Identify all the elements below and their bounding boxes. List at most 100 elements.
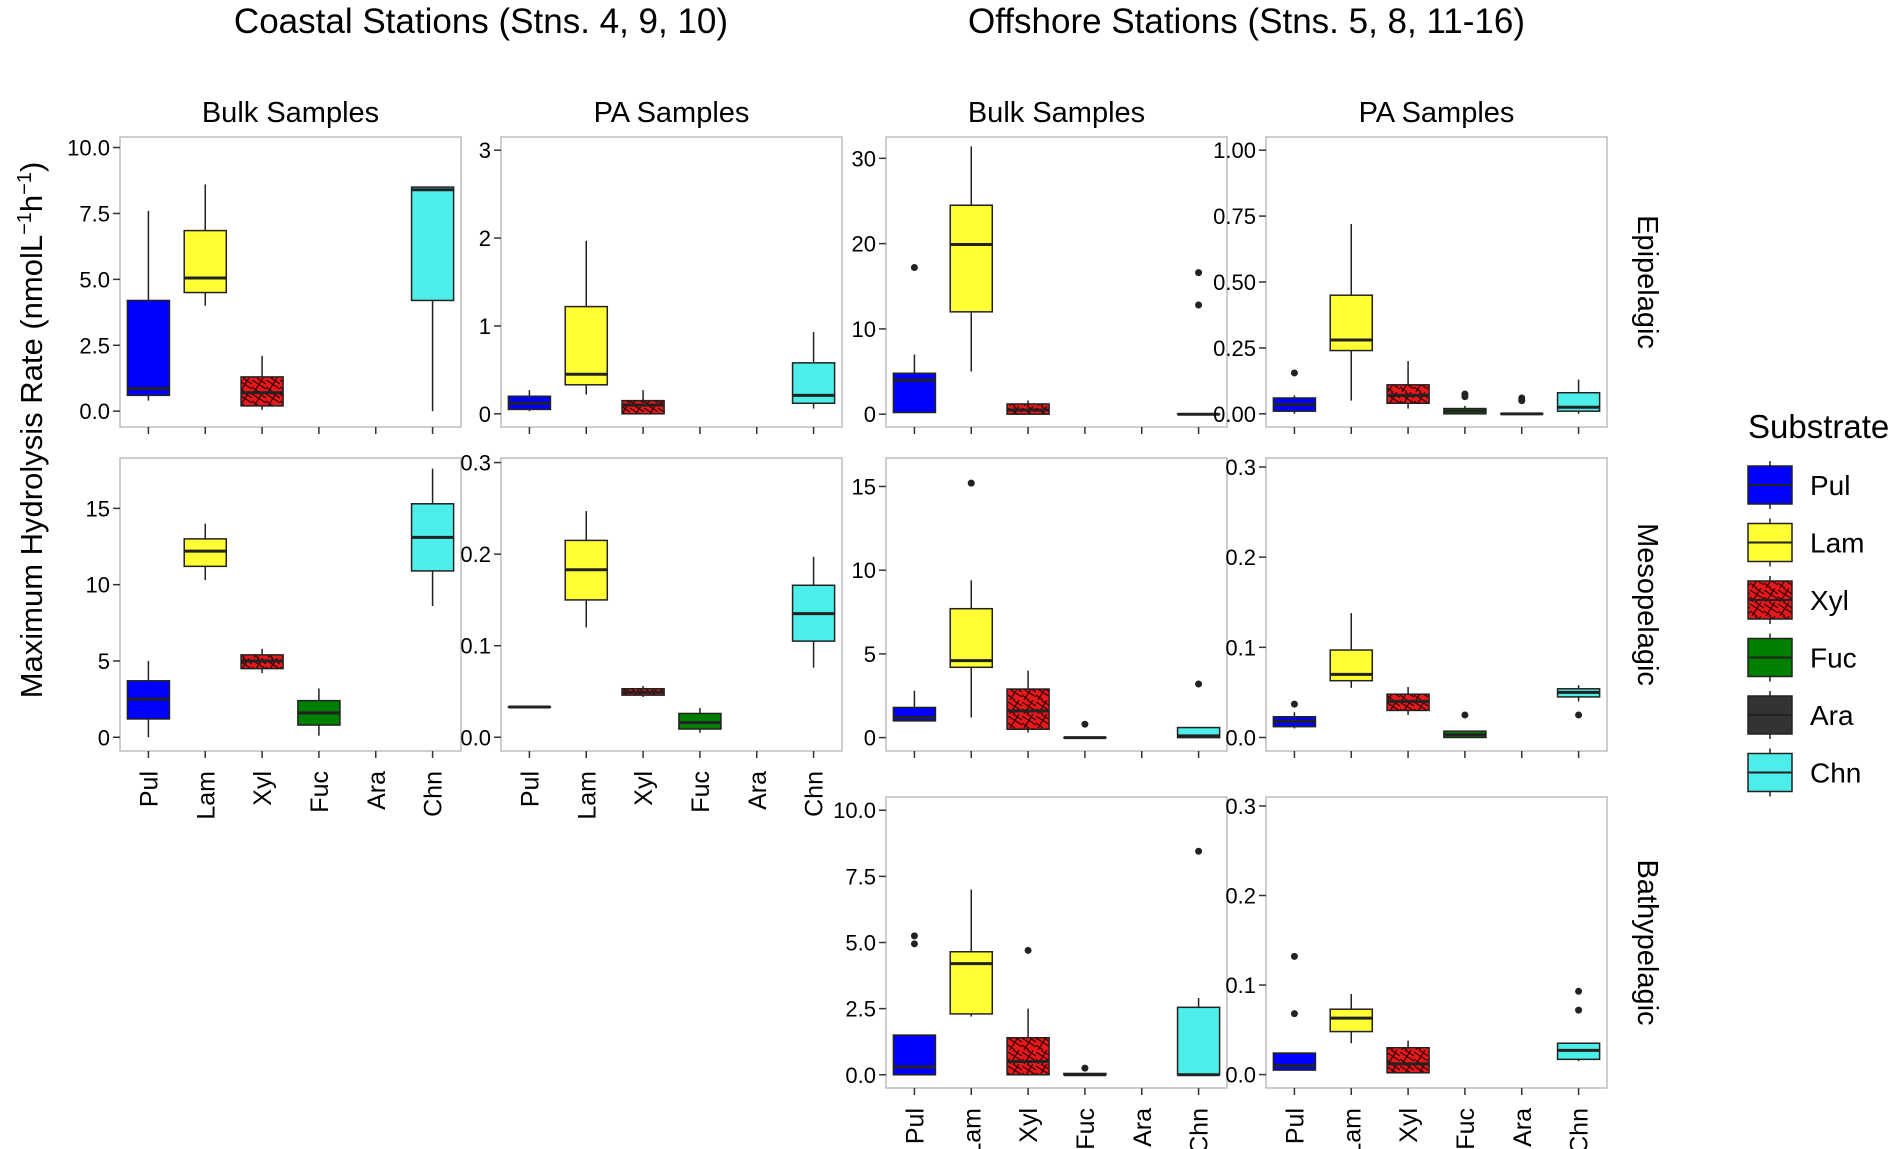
outlier-point [967, 479, 975, 487]
outlier-point [1290, 1010, 1298, 1018]
y-tick-label: 0.1 [460, 634, 491, 659]
x-tick-label: Xyl [249, 771, 277, 806]
box-iqr [791, 362, 836, 405]
outlier-point [1575, 1006, 1583, 1014]
y-tick-label: 30 [852, 146, 876, 171]
y-axis-label-sup2: −1 [14, 172, 36, 195]
y-axis-label: Maximum Hydrolysis Rate (nmolL−1h−1) [14, 162, 49, 699]
legend-item-xyl: Xyl [1747, 576, 1849, 624]
outlier-point [1290, 952, 1298, 960]
column-title: Bulk Samples [202, 97, 379, 129]
x-tick-label: Lam [958, 1108, 986, 1149]
box-iqr [1329, 649, 1374, 682]
box-iqr [183, 538, 228, 568]
box-iqr [949, 951, 994, 1015]
y-tick-label: 0.0 [1225, 1063, 1256, 1088]
x-tick-label: Ara [744, 771, 772, 810]
box-chn [1176, 680, 1221, 739]
box-pul [1272, 369, 1317, 414]
x-tick-label: Ara [1509, 1108, 1537, 1147]
box-pul [892, 690, 937, 722]
legend-item-lam: Lam [1747, 518, 1864, 567]
y-tick-label: 0.3 [1225, 794, 1256, 819]
outlier-point [910, 932, 918, 940]
box-iqr [1272, 1052, 1317, 1071]
outlier-point [1081, 720, 1089, 728]
y-tick-label: 10 [852, 558, 876, 583]
y-tick-label: 2.5 [845, 997, 876, 1022]
outlier-point [1518, 394, 1526, 402]
outlier-point [1575, 711, 1583, 719]
y-axis-label-main: Maximum Hydrolysis Rate (nmolL [14, 235, 49, 698]
y-tick-label: 0.3 [1225, 455, 1256, 480]
box-pul [892, 932, 937, 1076]
box-pul [1272, 700, 1317, 729]
panel-offshore-bulk-bathy: 0.0 2.5 5.0 7.5 10.0 Pul Lam Xyl Fuc Ara Chn [833, 796, 1228, 1149]
panel-frame [885, 457, 1228, 752]
y-tick-label: 0.2 [1225, 545, 1256, 570]
y-tick-label: 3 [479, 138, 491, 163]
box-chn [1556, 685, 1601, 719]
box-chn [410, 186, 455, 412]
outlier-point [1195, 301, 1203, 309]
panel-offshore-pa-meso: 0.0 0.1 0.2 0.3 [1225, 455, 1608, 758]
legend-item-pul: Pul [1747, 461, 1850, 509]
y-axis-label-close: ) [14, 162, 49, 172]
box-iqr [1176, 726, 1221, 739]
y-tick-label: 7.5 [845, 864, 876, 889]
outlier-point [1575, 987, 1583, 995]
box-chn [410, 468, 455, 607]
y-axis-label-h: h [14, 195, 49, 212]
box-pul [507, 390, 552, 412]
box-lam [564, 511, 609, 628]
panel-frame [119, 136, 462, 428]
box-xyl [1006, 400, 1050, 415]
x-tick-label: Ara [1129, 1108, 1157, 1147]
y-tick-label: 2 [479, 226, 491, 251]
box-lam [949, 479, 994, 718]
x-tick-label: Fuc [306, 771, 334, 813]
y-tick-label: 0.2 [1225, 883, 1256, 908]
box-xyl [240, 355, 284, 410]
y-tick-label: 10.0 [833, 798, 876, 823]
box-fuc [1063, 1064, 1107, 1077]
y-tick-label: 0.1 [1225, 973, 1256, 998]
outlier-point [1195, 269, 1203, 277]
box-iqr [892, 1034, 937, 1076]
y-tick-label: 15 [86, 496, 110, 521]
outlier-point [1290, 700, 1298, 708]
y-tick-label: 5 [98, 649, 110, 674]
y-tick-label: 0.0 [460, 725, 491, 750]
outlier-point [1024, 946, 1032, 954]
panel-offshore-pa-bathy: 0.0 0.1 0.2 0.3 Pul Lam Xyl Fuc Ara Chn [1225, 794, 1608, 1149]
legend-title: Substrate [1748, 408, 1889, 445]
column-title: Bulk Samples [968, 97, 1145, 129]
outlier-point [1195, 847, 1203, 855]
y-tick-label: 2.5 [79, 333, 110, 358]
y-tick-label: 0.0 [1225, 725, 1256, 750]
box-xyl [1386, 686, 1430, 715]
box-chn [1556, 987, 1601, 1062]
group-title: Offshore Stations (Stns. 5, 8, 11-16) [968, 2, 1525, 41]
group-title: Coastal Stations (Stns. 4, 9, 10) [234, 2, 728, 41]
column-title: PA Samples [1359, 97, 1515, 129]
outlier-point [1461, 390, 1469, 398]
legend-label: Ara [1810, 700, 1854, 731]
box-pul [126, 210, 171, 401]
box-lam [1329, 613, 1374, 688]
x-tick-label: Pul [1281, 1108, 1309, 1144]
x-tick-label: Chn [1186, 1108, 1214, 1149]
y-tick-label: 5 [864, 642, 876, 667]
legend-item-ara: Ara [1747, 691, 1854, 739]
x-tick-label: Lam [573, 771, 601, 820]
row-label: Bathypelagic [1631, 859, 1663, 1025]
x-tick-label: Fuc [687, 771, 715, 813]
box-chn [1176, 269, 1221, 416]
box-iqr [1386, 1046, 1430, 1074]
panel-coastal-pa-epi: 0 1 2 3 [479, 136, 843, 434]
box-xyl [240, 648, 284, 674]
panel-coastal-bulk-meso: 0 5 10 15 Pul Lam Xyl Fuc Ara Chn [86, 457, 462, 820]
panel-frame [1265, 457, 1608, 752]
box-iqr [1006, 1036, 1050, 1076]
